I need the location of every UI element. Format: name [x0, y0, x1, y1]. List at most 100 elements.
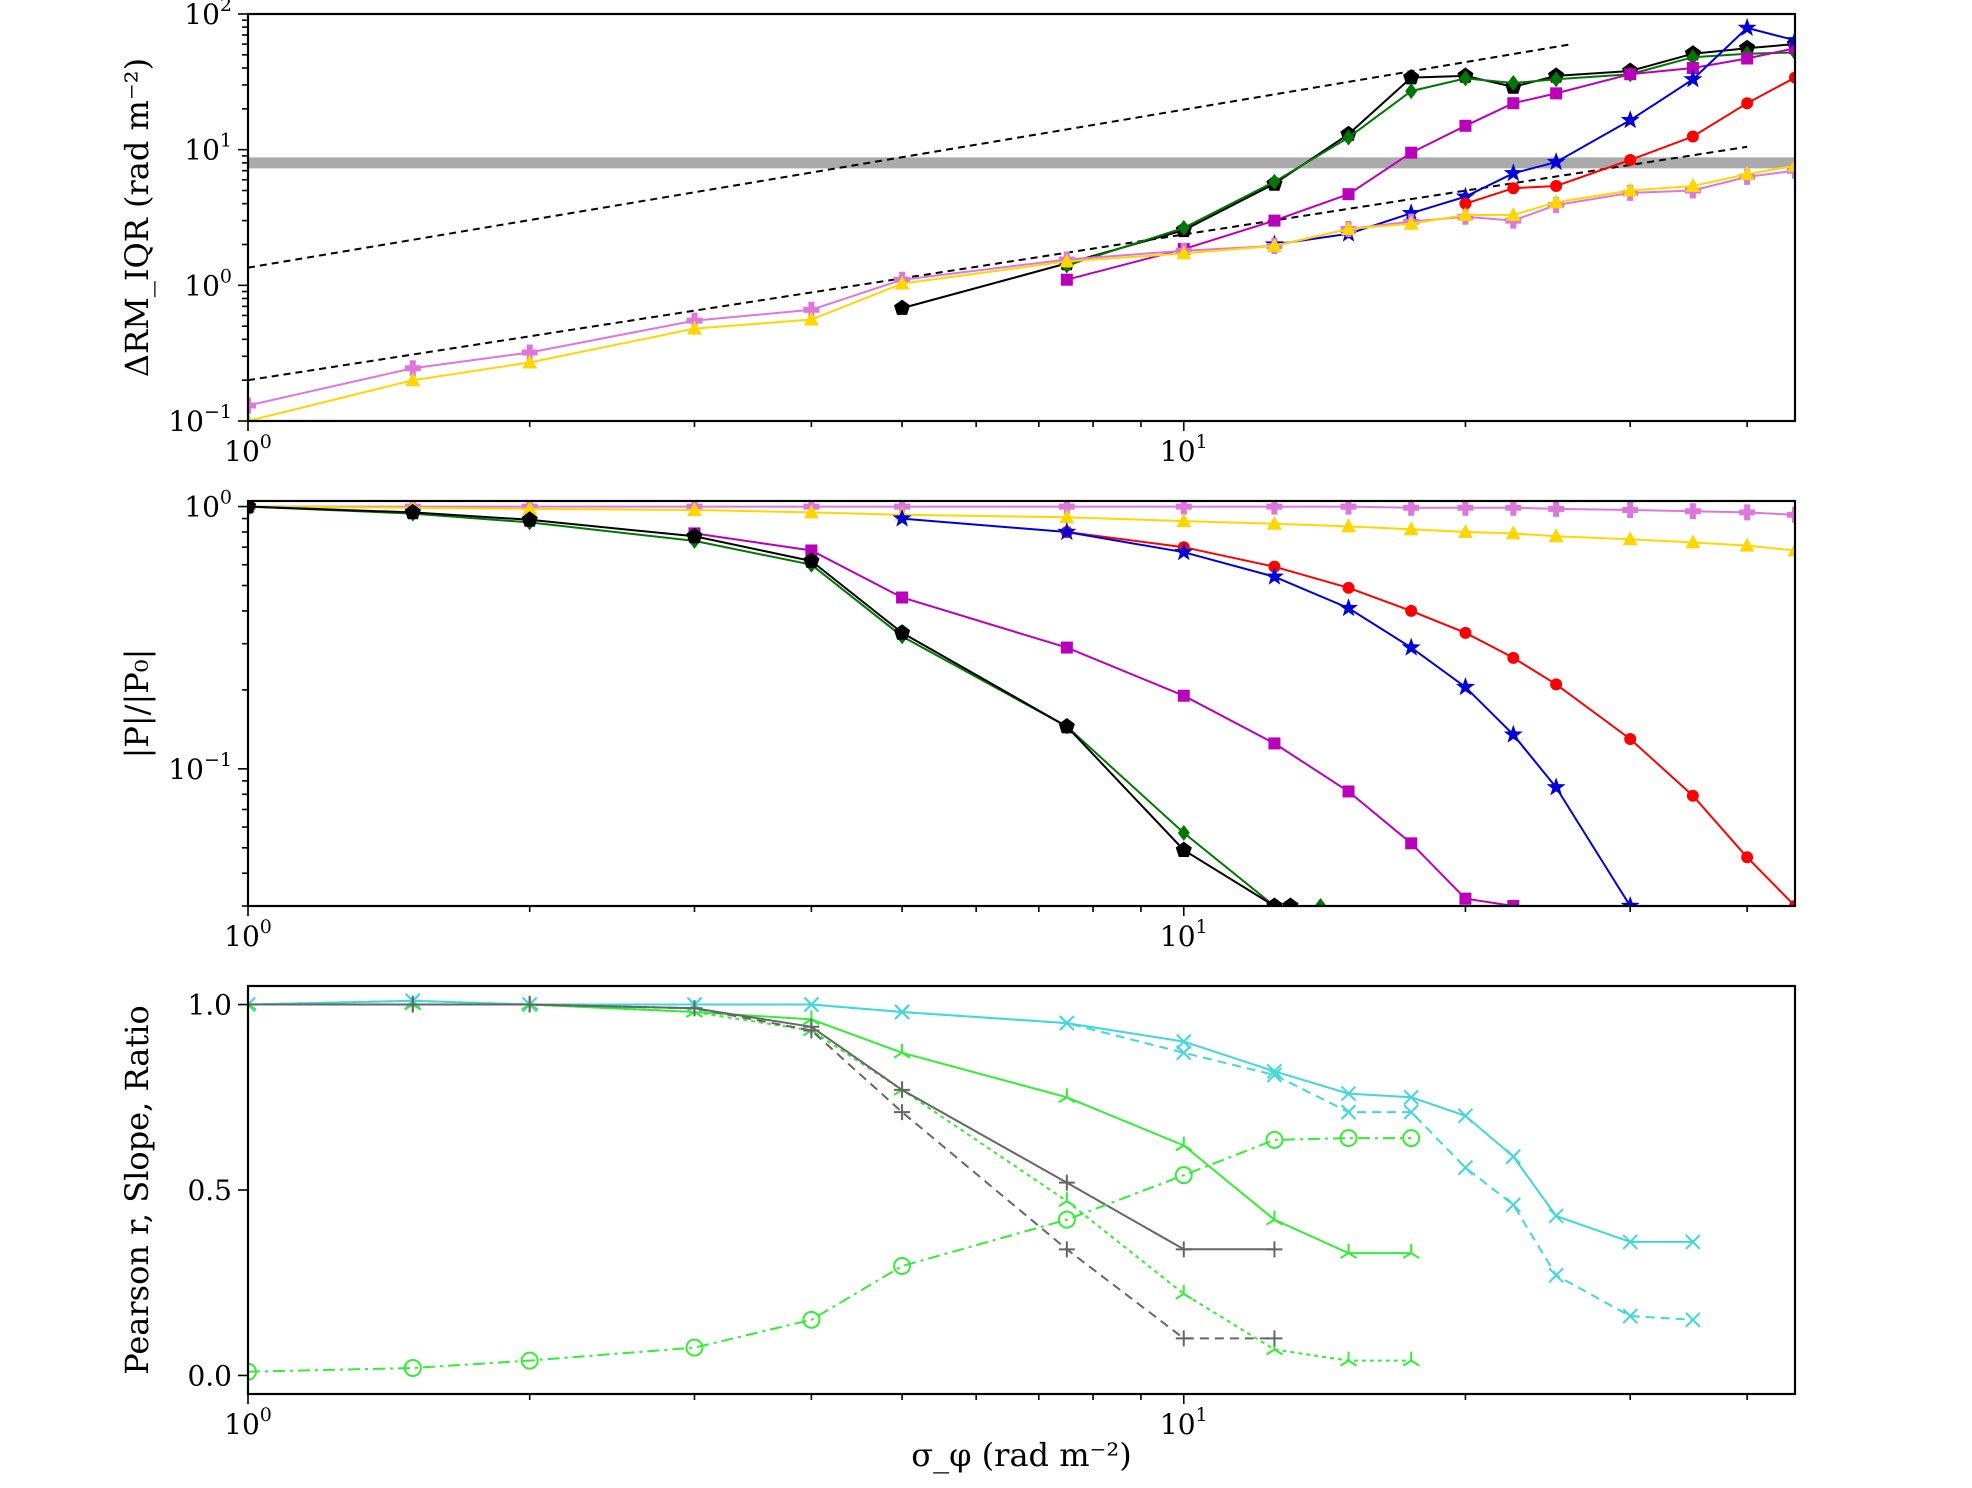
y-tick-label: 100: [184, 265, 232, 302]
data-point-cyan-solid: [1622, 1234, 1638, 1250]
data-point-orchid: [1830, 161, 1846, 177]
data-point-gold: [1457, 207, 1473, 221]
panel-bottom: 100 101 0.0 0.5 1.0: [187, 984, 1797, 1441]
series-line-blue: [902, 517, 1632, 906]
data-point-blue: [1737, 17, 1757, 36]
data-point-red: [1507, 182, 1520, 195]
data-point-gold: [1059, 509, 1075, 524]
data-point-blue: [1174, 542, 1194, 561]
data-point-magenta: [1507, 97, 1520, 110]
data-point-blue: [1546, 777, 1566, 796]
series-line-gold: [248, 164, 1795, 421]
data-point-green-dashdot: [893, 1257, 912, 1276]
data-point-gray-dashed: [686, 1000, 703, 1017]
data-point-gray-dashed: [248, 996, 256, 1013]
data-point-gold: [1403, 215, 1419, 230]
data-point-cyan-dashed: [1457, 1160, 1474, 1176]
data-point-green-dashdot: [248, 1362, 257, 1381]
series-line-gray-solid: [248, 1003, 1275, 1251]
data-point-cyan-dashed: [1059, 1015, 1075, 1031]
series-line-red: [1465, 76, 1795, 205]
data-point-black: [686, 527, 703, 544]
data-point-gray-dashed: [1266, 1330, 1283, 1347]
data-point-cyan-solid: [1548, 1208, 1564, 1224]
data-point-green: [1507, 75, 1520, 91]
data-point-black: [404, 503, 421, 520]
y-tick-label: 0.5: [187, 1174, 232, 1207]
data-point-green-dashdot: [1402, 1129, 1421, 1148]
plot-area: [248, 501, 1795, 906]
data-point-cyan-dashed: [1340, 1104, 1357, 1120]
data-point-green-dotted: [1175, 1284, 1193, 1300]
data-point-cyan-dashed: [894, 1004, 910, 1020]
data-point-gold: [1685, 178, 1701, 192]
x-tick-label: 101: [1160, 1404, 1208, 1441]
data-point-red: [1550, 179, 1563, 192]
data-point-magenta: [1060, 641, 1073, 654]
axes-frame: [246, 12, 1797, 423]
y-tick-label: 10−1: [168, 401, 232, 438]
data-point-green-solid: [1175, 1136, 1193, 1152]
data-point-orchid: [1340, 501, 1357, 515]
x-tick-label: 101: [1160, 431, 1208, 468]
data-point-gold: [1505, 525, 1521, 540]
data-point-orchid: [1403, 501, 1420, 516]
series-line-green: [248, 505, 1321, 906]
data-point-blue: [1057, 522, 1077, 541]
data-point-gold: [522, 354, 538, 369]
data-point-gold: [1685, 534, 1701, 549]
data-point-gold: [1622, 531, 1638, 546]
data-point-magenta: [1342, 785, 1355, 798]
data-point-green-dotted: [1340, 1351, 1358, 1367]
data-point-green-dashdot: [802, 1310, 821, 1329]
data-point-blue: [1264, 566, 1284, 585]
y-tick-label: 1.0: [187, 989, 232, 1022]
data-point-blue: [1546, 152, 1566, 171]
data-point-black: [894, 299, 911, 315]
data-point-blue: [892, 508, 912, 527]
data-point-cyan-solid: [1505, 1148, 1522, 1165]
data-point-gold: [1505, 207, 1521, 221]
data-point-blue: [1785, 30, 1795, 49]
data-point-gold: [1830, 156, 1845, 170]
data-point-green-dashdot: [1265, 1130, 1284, 1149]
data-point-gold: [1548, 194, 1564, 209]
data-point-green: [1405, 83, 1418, 100]
data-point-red: [1342, 581, 1355, 594]
axes-frame: [246, 499, 1797, 908]
data-point-gray-dashed: [894, 1104, 911, 1121]
series-line-cyan-solid: [248, 999, 1693, 1243]
data-point-gray-dashed: [404, 996, 421, 1013]
data-point-blue: [1503, 163, 1523, 182]
data-point-black: [521, 511, 538, 527]
data-point-green: [1177, 219, 1190, 236]
data-point-magenta: [1177, 689, 1190, 702]
data-point-gold: [1787, 157, 1795, 172]
data-point-cyan-dashed: [1622, 1308, 1638, 1324]
data-point-orchid: [1787, 506, 1795, 523]
data-point-magenta: [1459, 119, 1472, 132]
data-point-red: [1268, 560, 1281, 573]
data-point-gray-solid: [1175, 1241, 1192, 1258]
reference-line-upper: [248, 43, 1573, 269]
data-point-cyan-solid: [1403, 1089, 1419, 1105]
data-point-magenta: [1686, 61, 1699, 74]
data-point-orchid: [1266, 501, 1283, 515]
data-point-green: [1177, 824, 1190, 841]
data-point-cyan-dashed: [1505, 1197, 1522, 1213]
series-line-magenta: [694, 532, 1514, 906]
y-tick-label: 10−1: [168, 749, 232, 786]
data-point-magenta: [1624, 68, 1637, 81]
data-point-magenta: [1832, 34, 1844, 46]
data-point-red: [1550, 678, 1563, 691]
data-point-gold: [522, 501, 538, 515]
series-line-gold: [248, 505, 1795, 552]
y-axis-label-middle: |P|/|P₀|: [118, 649, 156, 759]
data-point-gold: [803, 504, 819, 519]
data-point-orchid: [1505, 501, 1522, 516]
y-tick-label: 0.0: [187, 1359, 232, 1392]
data-point-cyan-solid: [1176, 1033, 1192, 1050]
data-point-magenta: [1789, 42, 1795, 55]
data-point-cyan-dashed: [248, 996, 256, 1013]
y-tick-label: 100: [184, 487, 232, 524]
